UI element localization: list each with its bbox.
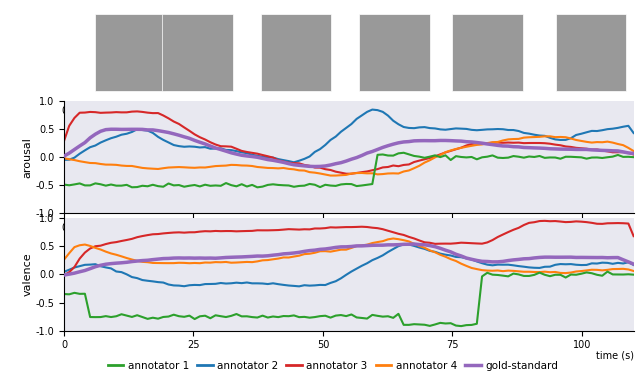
Bar [359, 14, 429, 91]
Text: time (s): time (s) [596, 351, 634, 361]
Bar [452, 14, 523, 91]
Text: 50: 50 [317, 106, 329, 116]
Text: 25: 25 [188, 106, 200, 116]
Text: 0: 0 [61, 106, 67, 116]
Text: time (s): time (s) [580, 109, 618, 119]
Bar [260, 14, 331, 91]
Y-axis label: arousal: arousal [22, 137, 33, 177]
Text: 75: 75 [446, 106, 459, 116]
Y-axis label: valence: valence [22, 253, 33, 296]
Bar [163, 14, 233, 91]
Legend: annotator 1, annotator 2, annotator 3, annotator 4, gold-standard: annotator 1, annotator 2, annotator 3, a… [104, 356, 562, 375]
Bar [556, 14, 627, 91]
Bar [95, 14, 166, 91]
Text: 100: 100 [573, 106, 591, 116]
